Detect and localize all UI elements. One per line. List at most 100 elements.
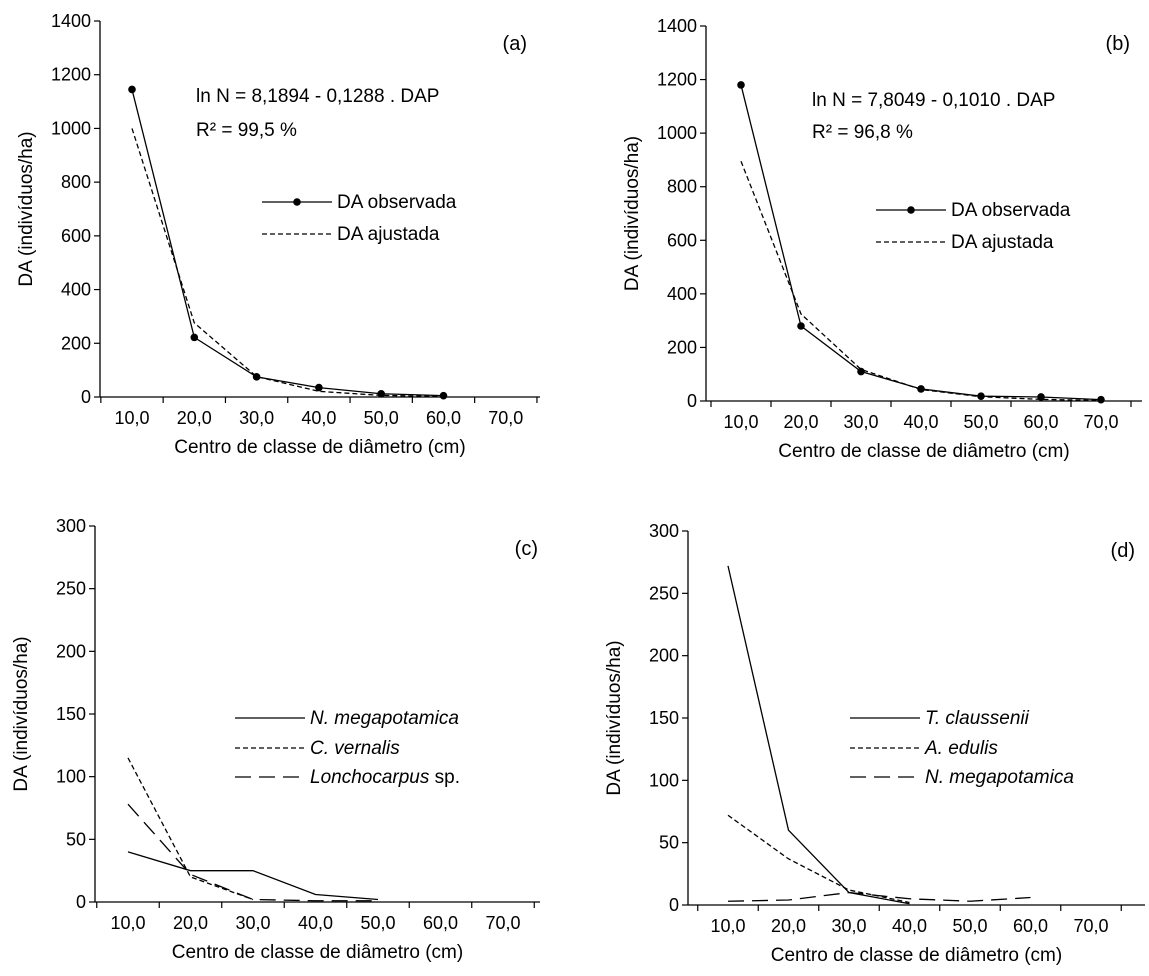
y-tick-label: 600 <box>667 230 697 250</box>
y-tick-label: 300 <box>56 516 86 536</box>
y-tick-label: 150 <box>56 704 86 724</box>
data-point <box>440 392 448 400</box>
y-tick-label: 400 <box>61 280 91 300</box>
y-tick-label: 200 <box>667 337 697 357</box>
legend-marker <box>907 206 915 214</box>
y-tick-label: 200 <box>56 641 86 661</box>
panel-label: (a) <box>503 33 527 55</box>
legend-entry: T. claussenii <box>925 708 1030 729</box>
legend-entry: A. edulis <box>924 738 998 759</box>
legend-entry: DA observada <box>951 200 1071 221</box>
x-tick-label: 50,0 <box>364 408 399 428</box>
panel-label: (d) <box>1111 540 1135 562</box>
y-tick-label: 1400 <box>51 11 91 31</box>
x-tick-label: 60,0 <box>426 408 461 428</box>
x-tick-label: 30,0 <box>831 916 866 936</box>
x-tick-label: 10,0 <box>710 916 745 936</box>
x-tick-label: 60,0 <box>423 913 458 933</box>
x-tick-label: 50,0 <box>360 913 395 933</box>
y-tick-label: 1200 <box>657 70 697 90</box>
x-tick-label: 50,0 <box>963 412 998 432</box>
series-line-3 <box>728 893 1031 902</box>
y-tick-label: 50 <box>66 829 86 849</box>
y-tick-label: 50 <box>659 833 679 853</box>
panel-label: (c) <box>515 538 538 560</box>
x-axis-title: Centro de classe de diâmetro (cm) <box>174 437 465 458</box>
legend-entry: N. megapotamica <box>310 708 459 729</box>
y-tick-label: 300 <box>649 521 679 541</box>
data-point <box>857 368 865 376</box>
x-tick-label: 20,0 <box>173 913 208 933</box>
legend-entry: C. vernalis <box>310 738 400 759</box>
data-point <box>1097 396 1105 404</box>
y-axis-title: DA (indivíduos/ha) <box>604 640 625 795</box>
y-tick-label: 800 <box>61 172 91 192</box>
panel-label: (b) <box>1106 33 1130 55</box>
y-tick-label: 1200 <box>51 65 91 85</box>
equation-annotation: ln N = 8,1894 - 0,1288 . DAP <box>196 86 439 107</box>
data-point <box>128 86 136 94</box>
y-tick-label: 250 <box>56 579 86 599</box>
equation-annotation: R² = 96,8 % <box>812 122 913 143</box>
legend-marker <box>293 198 301 206</box>
series-line-1 <box>728 566 910 904</box>
x-axis-title: Centro de classe de diâmetro (cm) <box>172 942 463 963</box>
equation-annotation: R² = 99,5 % <box>196 120 297 141</box>
series-line-2 <box>128 758 253 900</box>
y-tick-label: 100 <box>649 770 679 790</box>
data-point <box>797 322 805 330</box>
y-tick-label: 0 <box>669 895 679 915</box>
x-tick-label: 20,0 <box>177 408 212 428</box>
x-axis-title: Centro de classe de diâmetro (cm) <box>778 441 1069 462</box>
y-tick-label: 0 <box>76 892 86 912</box>
chart-panel-3: 0 50 100 150 200 250 300 10,0 20,0 30,0 40,0 50,0 60… <box>11 516 540 963</box>
y-tick-label: 400 <box>667 284 697 304</box>
series-line-3 <box>128 804 378 901</box>
y-tick-label: 0 <box>687 391 697 411</box>
chart-panel-2: 0 200 400 600 800 1000 1200 1400 10,0 20,0 30,0 40,… <box>622 16 1142 462</box>
chart-panel-4: 0 50 100 150 200 250 300 10,0 20,0 30,0 40,0 50,0 60… <box>604 521 1145 966</box>
x-tick-label: 20,0 <box>783 412 818 432</box>
chart-panel-1: 0 200 400 600 800 1000 1200 1400 10,0 20,0 30,0 40,… <box>16 11 540 458</box>
x-tick-label: 70,0 <box>488 408 523 428</box>
y-axis-title: DA (indivíduos/ha) <box>622 136 643 291</box>
legend-entry: Lonchocarpus sp. <box>310 767 460 788</box>
y-tick-label: 1000 <box>657 123 697 143</box>
y-tick-label: 600 <box>61 226 91 246</box>
legend-entry: DA ajustada <box>337 224 440 245</box>
y-tick-label: 200 <box>61 333 91 353</box>
data-point <box>737 81 745 89</box>
y-tick-label: 250 <box>649 583 679 603</box>
legend-entry: N. megapotamica <box>925 767 1074 788</box>
y-tick-label: 800 <box>667 177 697 197</box>
series-line-2 <box>132 128 444 396</box>
x-tick-label: 70,0 <box>1083 412 1118 432</box>
x-tick-label: 40,0 <box>892 916 927 936</box>
y-tick-label: 100 <box>56 767 86 787</box>
x-tick-label: 30,0 <box>235 913 270 933</box>
y-tick-label: 150 <box>649 708 679 728</box>
data-point <box>377 390 385 398</box>
y-axis-title: DA (indivíduos/ha) <box>16 131 37 286</box>
series-line-2 <box>741 161 1101 400</box>
x-tick-label: 10,0 <box>114 408 149 428</box>
series-line-2 <box>728 815 910 902</box>
data-point <box>191 334 199 342</box>
x-tick-label: 10,0 <box>723 412 758 432</box>
legend-entry: DA ajustada <box>951 232 1054 253</box>
x-tick-label: 40,0 <box>298 913 333 933</box>
y-tick-label: 0 <box>81 387 91 407</box>
x-tick-label: 40,0 <box>301 408 336 428</box>
x-tick-label: 10,0 <box>110 913 145 933</box>
y-tick-label: 200 <box>649 646 679 666</box>
x-axis-title: Centro de classe de diâmetro (cm) <box>771 945 1062 966</box>
series-line-1 <box>128 852 378 900</box>
y-tick-label: 1400 <box>657 16 697 36</box>
x-tick-label: 70,0 <box>1073 916 1108 936</box>
x-tick-label: 40,0 <box>903 412 938 432</box>
x-tick-label: 60,0 <box>1013 916 1048 936</box>
equation-annotation: ln N = 7,8049 - 0,1010 . DAP <box>812 90 1055 111</box>
y-axis-title: DA (indivíduos/ha) <box>11 636 32 791</box>
x-tick-label: 70,0 <box>485 913 520 933</box>
